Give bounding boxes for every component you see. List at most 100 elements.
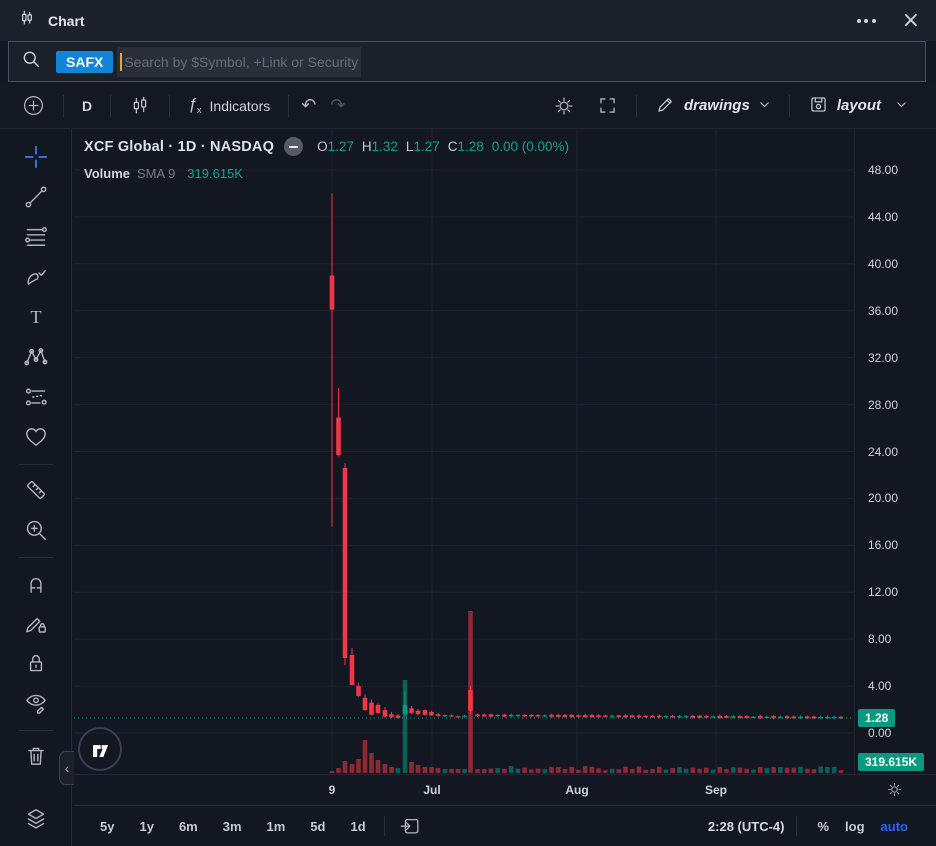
tool-lock-all-drawings-icon[interactable] — [17, 644, 55, 682]
clock-timezone-button[interactable]: 2:28 (UTC-4) — [707, 818, 785, 834]
candlestick-chart — [74, 129, 854, 773]
range-5d[interactable]: 5d — [310, 818, 326, 834]
drawings-dropdown[interactable]: drawings — [649, 90, 777, 122]
range-1m[interactable]: 1m — [266, 818, 286, 834]
sun-icon[interactable] — [885, 780, 904, 802]
go-to-date-button[interactable] — [399, 815, 421, 837]
price-tick: 12.00 — [868, 585, 899, 600]
indicators-button[interactable]: ƒx Indicators — [182, 92, 276, 119]
time-label: 9 — [328, 783, 336, 797]
tool-text-icon[interactable]: T — [17, 298, 55, 336]
tool-crosshair-icon[interactable] — [17, 138, 55, 176]
tool-hide-all-drawings-icon[interactable] — [17, 684, 55, 722]
low-label: L — [405, 139, 414, 154]
range-1y[interactable]: 1y — [139, 818, 154, 834]
price-tick: 44.00 — [868, 209, 899, 224]
auto-scale-button[interactable]: auto — [880, 818, 908, 834]
tradingview-logo[interactable] — [78, 727, 122, 771]
time-axis[interactable]: 9 Jul Aug Sep — [74, 774, 936, 805]
tool-forecast-icon[interactable] — [17, 378, 55, 416]
symbol-tag: SAFX — [56, 50, 114, 73]
price-tick: 28.00 — [868, 397, 899, 412]
compare-add-button[interactable] — [16, 90, 51, 121]
range-1d[interactable]: 1d — [350, 818, 366, 834]
drawing-toolbar: T — [0, 129, 72, 846]
toolbar-right-group: drawings layout — [547, 90, 914, 122]
close-label: C — [447, 139, 458, 154]
tool-measure-icon[interactable] — [17, 471, 55, 509]
symbol-title[interactable]: XCF Global · 1D · NASDAQ — [84, 138, 275, 155]
open-label: O — [317, 139, 328, 154]
price-tick: 32.00 — [868, 350, 899, 365]
tool-drawing-lock-icon[interactable] — [17, 604, 55, 642]
current-price-badge: 1.28 — [858, 708, 896, 727]
chevron-down-icon — [758, 98, 771, 114]
chart-plot-area[interactable]: XCF Global · 1D · NASDAQ O 1.27 H 1.32 L 1.… — [59, 129, 854, 785]
range-5y[interactable]: 5y — [100, 818, 115, 834]
chevron-down-icon — [895, 98, 908, 114]
chart-style-button[interactable] — [123, 91, 157, 121]
interval-button[interactable]: D — [82, 97, 93, 114]
fx-icon: ƒx — [188, 95, 202, 116]
sidebar-collapse-handle[interactable]: ‹ — [59, 751, 74, 785]
range-6m[interactable]: 6m — [178, 818, 198, 834]
main-area: T XCF Global · 1D · NASDAQ O 1.27 H 1.32 L… — [0, 129, 936, 846]
price-tick: 0.00 — [868, 726, 892, 740]
tool-fib-retracement-icon[interactable] — [17, 218, 55, 256]
window-menu-button[interactable] — [853, 15, 880, 27]
sidebar-divider — [18, 557, 53, 558]
pencil-icon — [655, 94, 676, 118]
price-tick: 36.00 — [868, 303, 899, 318]
log-scale-button[interactable]: log — [845, 818, 865, 834]
hide-symbol-button[interactable] — [284, 137, 304, 156]
percent-scale-button[interactable]: % — [817, 818, 830, 834]
svg-text:T: T — [30, 307, 41, 327]
layout-dropdown[interactable]: layout — [802, 90, 914, 122]
search-placeholder: Search by $Symbol, +Link or Security N — [124, 53, 362, 70]
tool-trend-line-icon[interactable] — [17, 178, 55, 216]
window-actions: × — [853, 7, 920, 33]
change-value: 0.00 (0.00%) — [491, 139, 570, 154]
chart-toolbar: D ƒx Indicators ↶ ↷ — [0, 83, 936, 129]
volume-badge: 319.615K — [858, 753, 925, 771]
window-titlebar: Chart × — [0, 0, 936, 41]
chart-legend: XCF Global · 1D · NASDAQ O 1.27 H 1.32 L 1.… — [84, 137, 569, 181]
tool-emoji-icon[interactable] — [17, 418, 55, 456]
text-caret — [120, 52, 123, 71]
price-tick: 20.00 — [868, 491, 899, 506]
range-buttons: 5y 1y 6m 3m 1m 5d 1d — [92, 816, 374, 837]
volume-label[interactable]: Volume — [84, 166, 130, 181]
symbol-search-bar[interactable]: SAFX Search by $Symbol, +Link or Securit… — [8, 41, 926, 82]
time-label: Aug — [565, 783, 589, 797]
volume-sma-value: 319.615K — [187, 166, 243, 181]
indicators-label: Indicators — [209, 97, 271, 114]
tool-object-tree-icon[interactable] — [17, 800, 55, 838]
tool-xabcd-pattern-icon[interactable] — [17, 338, 55, 376]
sidebar-divider — [18, 464, 53, 465]
price-tick: 16.00 — [868, 538, 899, 553]
window-close-button[interactable]: × — [901, 7, 920, 33]
sidebar-divider — [18, 730, 53, 731]
price-tick: 4.00 — [868, 679, 892, 694]
high-label: H — [361, 139, 372, 154]
window-title: Chart — [48, 12, 85, 29]
price-axis[interactable]: 1.28 319.615K 48.00 44.00 40.00 36.00 32.00 2… — [854, 129, 936, 774]
settings-button[interactable] — [547, 91, 581, 121]
symbol-search-input[interactable]: Search by $Symbol, +Link or Security N — [117, 46, 362, 77]
price-tick: 40.00 — [868, 256, 899, 271]
low-value: 1.27 — [413, 139, 440, 154]
high-value: 1.32 — [371, 139, 398, 154]
undo-button[interactable]: ↶ — [301, 95, 317, 116]
layout-label: layout — [836, 97, 881, 114]
chart-row: XCF Global · 1D · NASDAQ O 1.27 H 1.32 L 1.… — [59, 129, 936, 785]
redo-button[interactable]: ↷ — [330, 95, 346, 116]
tool-brush-icon[interactable] — [17, 258, 55, 296]
tool-magnet-icon[interactable] — [17, 564, 55, 602]
fullscreen-button[interactable] — [591, 91, 624, 120]
tool-zoom-in-icon[interactable] — [17, 511, 55, 549]
price-tick: 24.00 — [868, 444, 899, 459]
volume-sma-label: SMA 9 — [137, 166, 176, 181]
tool-remove-all-icon[interactable] — [17, 737, 55, 775]
range-3m[interactable]: 3m — [222, 818, 242, 834]
drawings-label: drawings — [683, 97, 750, 114]
